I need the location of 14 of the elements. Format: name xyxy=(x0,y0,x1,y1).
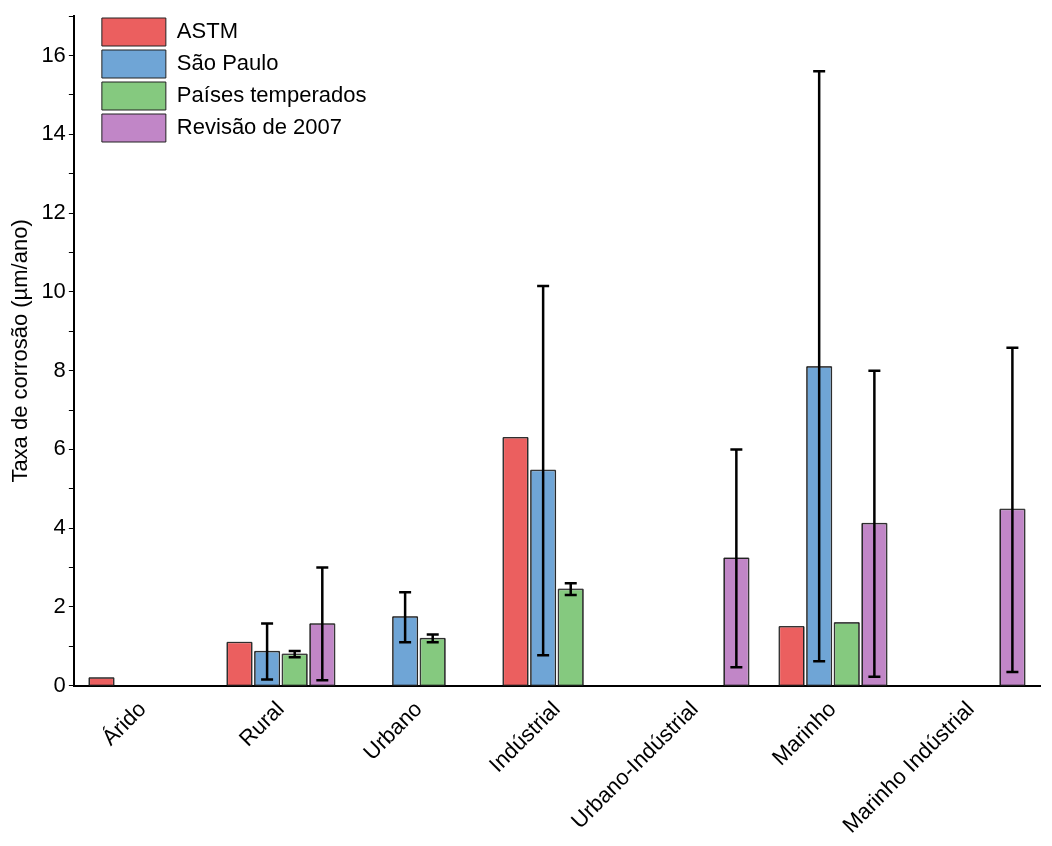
y-tick-label: 10 xyxy=(41,277,66,303)
y-tick-label: 8 xyxy=(53,356,66,382)
legend-label: São Paulo xyxy=(176,50,279,76)
y-tick-label: 0 xyxy=(53,671,66,697)
y-tick-label: 4 xyxy=(53,514,66,540)
y-axis-title: Taxa de corrosão (µm/ano) xyxy=(7,219,33,483)
legend-label: Países temperados xyxy=(176,82,367,108)
y-tick-label: 16 xyxy=(41,41,66,67)
y-tick-label: 14 xyxy=(41,120,66,146)
y-tick-label: 2 xyxy=(53,592,66,618)
y-tick-label: 12 xyxy=(41,199,66,225)
y-tick-label: 6 xyxy=(53,435,66,461)
legend-label: Revisão de 2007 xyxy=(176,114,342,140)
legend-label: ASTM xyxy=(176,18,238,44)
